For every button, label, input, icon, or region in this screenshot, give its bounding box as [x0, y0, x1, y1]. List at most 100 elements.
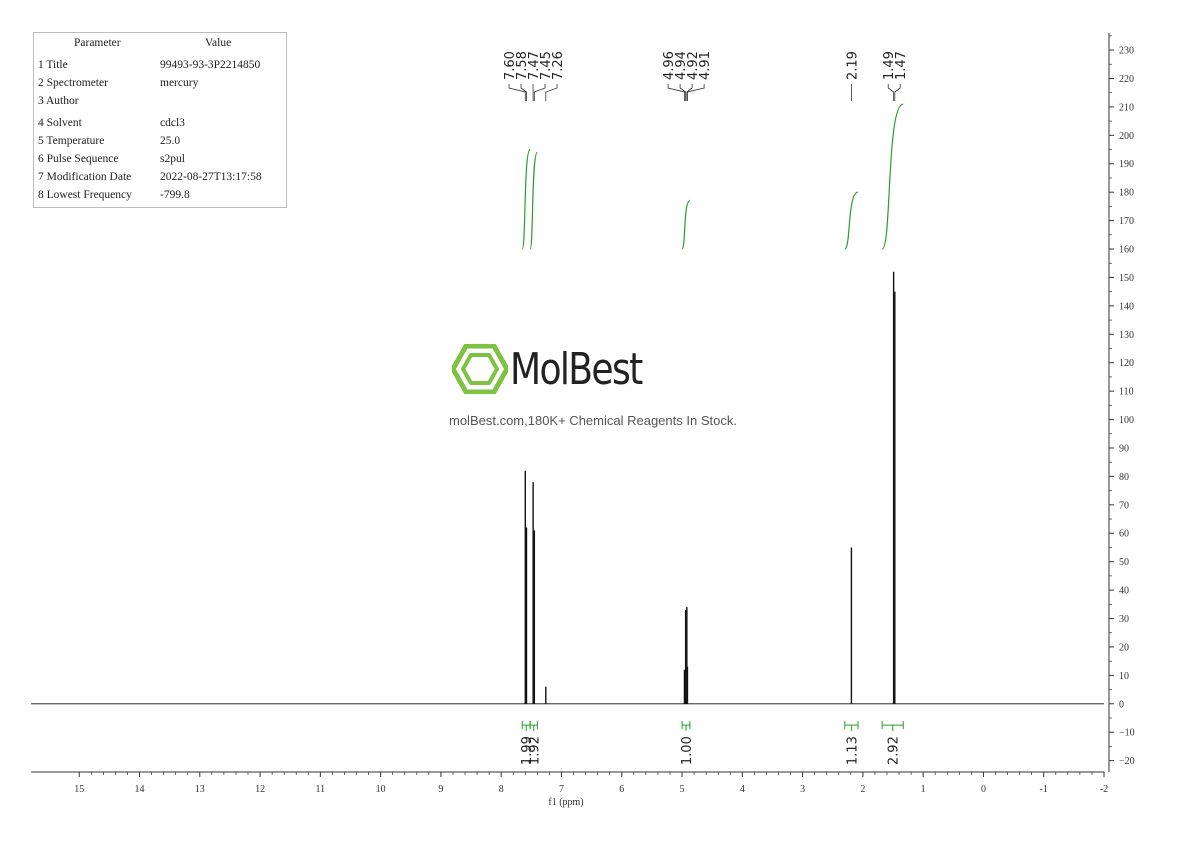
param-name: 6 Pulse Sequence — [38, 153, 119, 165]
parameter-row: 6 Pulse Sequence s2pul — [34, 153, 286, 169]
peak-label-connector — [687, 84, 705, 101]
x-tick-label: 11 — [316, 784, 326, 795]
y-tick-label: 90 — [1119, 443, 1129, 454]
integral-curve — [844, 191, 859, 250]
y-tick-label: −10 — [1119, 728, 1135, 739]
parameter-row: 2 Spectrometer mercury — [34, 77, 286, 93]
y-tick-label: 140 — [1119, 301, 1134, 312]
y-tick-label: 50 — [1119, 557, 1129, 568]
parameter-row: 1 Title 99493-93-3P2214850 — [34, 59, 286, 75]
param-value: s2pul — [160, 153, 185, 165]
x-tick-label: 5 — [680, 784, 685, 795]
parameter-row: 3 Author — [34, 95, 286, 111]
x-tick-label: 12 — [255, 784, 265, 795]
x-tick-label: 14 — [135, 784, 145, 795]
peak-labels: 7.607.587.477.457.26 4.964.944.924.91 2.19… — [503, 51, 909, 101]
y-tick-label: 130 — [1119, 330, 1134, 341]
parameter-table: Parameter Value 1 Title 99493-93-3P22148… — [33, 32, 287, 208]
y-tick-label: −20 — [1119, 756, 1135, 767]
y-axis: 2302202102001901801701601501401301201101… — [1108, 33, 1135, 772]
x-tick-label: 6 — [619, 784, 624, 795]
y-tick-label: 80 — [1119, 472, 1129, 483]
peak-label: 4.92 — [686, 51, 701, 80]
integral-value: 2.92 — [887, 736, 902, 765]
peak-label: 7.58 — [515, 51, 530, 80]
molbest-logo: MolBest — [452, 342, 672, 398]
x-tick-label: 3 — [800, 784, 805, 795]
param-name: 4 Solvent — [38, 117, 82, 129]
y-tick-label: 120 — [1119, 358, 1134, 369]
parameter-table-header: Parameter Value — [34, 37, 286, 53]
y-tick-label: 20 — [1119, 642, 1129, 653]
integral-value: 1.13 — [845, 736, 860, 765]
param-name: 2 Spectrometer — [38, 77, 108, 89]
peak-label: 1.49 — [882, 51, 897, 80]
integral-curve — [881, 103, 904, 250]
y-tick-label: 190 — [1119, 159, 1134, 170]
x-tick-label: 15 — [74, 784, 84, 795]
x-tick-label: 9 — [438, 784, 443, 795]
integral-value: 1.00 — [680, 736, 695, 765]
brand-name: MolBest — [510, 344, 643, 395]
x-tick-label: 1 — [921, 784, 926, 795]
x-axis-label: f1 (ppm) — [548, 797, 583, 808]
y-tick-label: 170 — [1119, 216, 1134, 227]
parameter-row: 4 Solvent cdcl3 — [34, 117, 286, 133]
param-value: 25.0 — [160, 135, 181, 147]
param-name: 7 Modification Date — [38, 171, 132, 183]
y-tick-label: 110 — [1119, 387, 1134, 398]
y-tick-label: 160 — [1119, 245, 1134, 256]
peak-label: 1.47 — [894, 51, 909, 80]
x-tick-label: 7 — [559, 784, 564, 795]
benzene-ring-icon — [452, 344, 508, 394]
param-name: 1 Title — [38, 59, 68, 71]
x-axis: 15 14 13 12 11 10 9 8 7 6 5 4 3 2 1 0 -1 -2 — [31, 771, 1108, 795]
param-value: -799.8 — [160, 189, 190, 201]
param-value: 99493-93-3P2214850 — [160, 59, 261, 71]
param-name: 3 Author — [38, 95, 79, 107]
peak-label: 4.91 — [698, 51, 713, 80]
param-value: 2022-08-27T13:17:58 — [160, 171, 262, 183]
peak-label-connector — [679, 84, 687, 101]
x-tick-label: -2 — [1100, 784, 1108, 795]
x-tick-label: 13 — [195, 784, 205, 795]
peak-label-connector — [686, 84, 693, 101]
param-value: mercury — [160, 77, 199, 89]
y-tick-label: 0 — [1119, 699, 1124, 710]
peak-label-connector — [520, 84, 527, 101]
y-tick-label: 70 — [1119, 500, 1129, 511]
peak-label: 7.47 — [527, 51, 542, 80]
peak-label: 2.19 — [845, 51, 860, 80]
integral-value: 1.99 — [520, 736, 535, 765]
peak-label: 4.94 — [674, 51, 689, 80]
y-tick-label: 30 — [1119, 614, 1129, 625]
x-tick-label: -1 — [1040, 784, 1048, 795]
x-tick-label: 8 — [499, 784, 504, 795]
y-tick-label: 230 — [1119, 46, 1134, 57]
y-tick-label: 40 — [1119, 586, 1129, 597]
integral-curves — [521, 103, 904, 250]
y-tick-label: 210 — [1119, 102, 1134, 113]
x-tick-label: 2 — [860, 784, 865, 795]
peak-label: 4.96 — [662, 51, 677, 80]
peak-label-connector — [533, 84, 546, 101]
x-tick-label: 10 — [376, 784, 386, 795]
param-value: cdcl3 — [160, 117, 185, 129]
parameter-row: 8 Lowest Frequency -799.8 — [34, 189, 286, 205]
y-tick-label: 150 — [1119, 273, 1134, 284]
y-tick-label: 60 — [1119, 529, 1129, 540]
x-tick-label: 4 — [740, 784, 745, 795]
peak-label-connector — [887, 84, 895, 101]
integral-curve — [521, 148, 531, 250]
peak-label-connector — [667, 84, 685, 101]
peak-label: 7.45 — [539, 51, 554, 80]
peak-label: 7.60 — [503, 51, 518, 80]
header-value: Value — [205, 37, 232, 49]
parameter-row: 5 Temperature 25.0 — [34, 135, 286, 151]
x-tick-label: 0 — [981, 784, 986, 795]
watermark-tagline: molBest.com,180K+ Chemical Reagents In S… — [449, 413, 737, 428]
header-parameter: Parameter — [74, 37, 121, 49]
y-tick-label: 200 — [1119, 131, 1134, 142]
integral-curve — [529, 151, 538, 250]
